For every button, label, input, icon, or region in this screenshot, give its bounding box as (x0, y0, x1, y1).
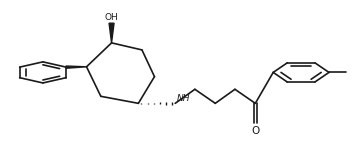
Text: OH: OH (105, 12, 118, 21)
Text: O: O (251, 126, 260, 136)
Polygon shape (109, 23, 114, 43)
Polygon shape (66, 66, 87, 68)
Text: NH: NH (176, 94, 190, 103)
